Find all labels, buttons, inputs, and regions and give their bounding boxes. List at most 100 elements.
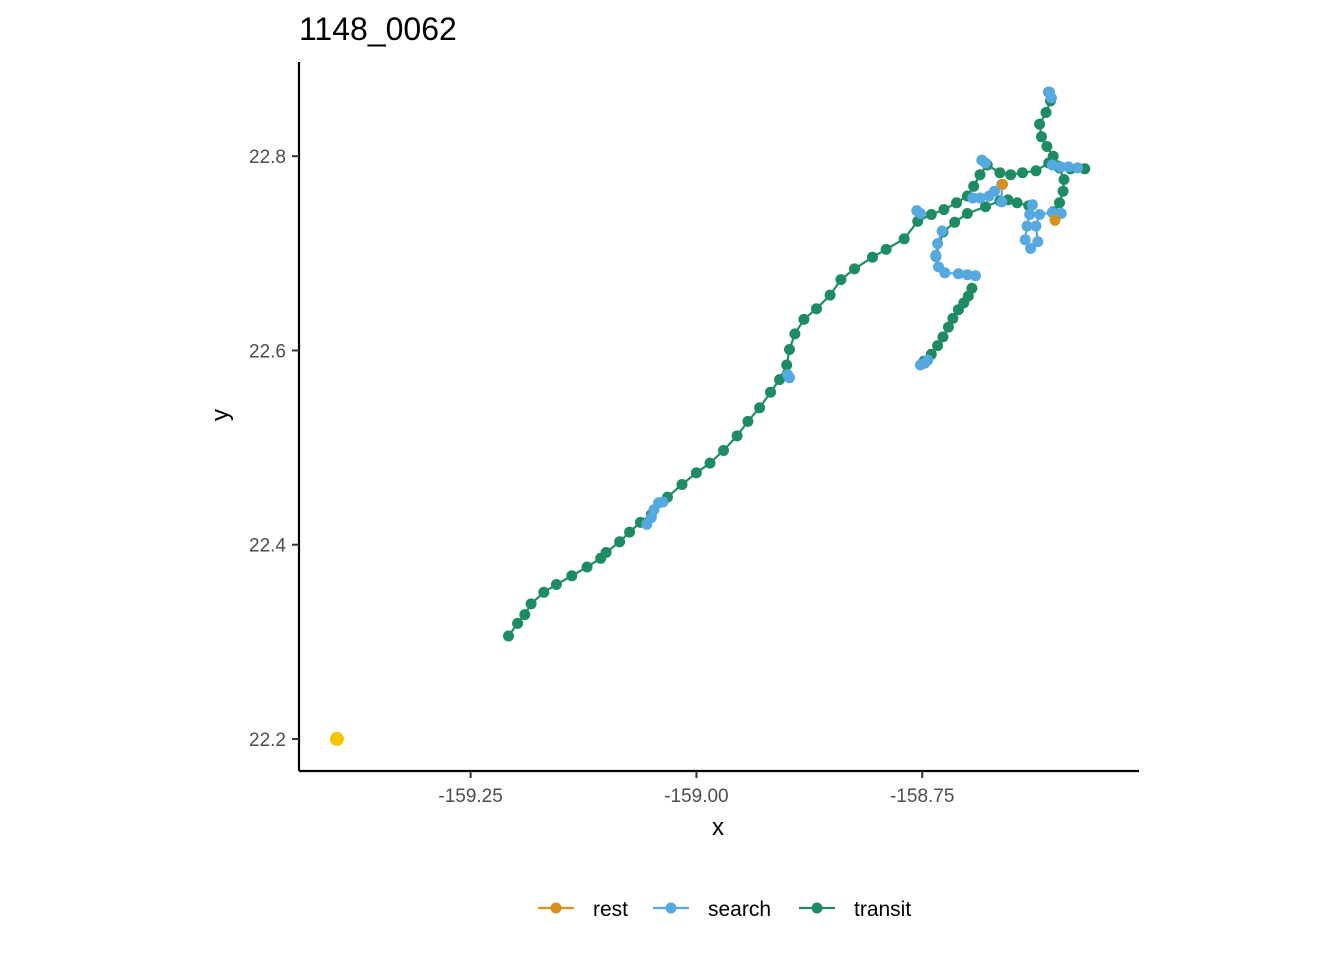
data-point-search <box>932 238 944 250</box>
series-transit <box>503 157 1091 642</box>
data-point-transit <box>1030 165 1042 177</box>
data-point-search <box>1019 234 1031 246</box>
data-point-search <box>961 269 973 281</box>
data-point-transit <box>937 331 949 343</box>
data-point-transit <box>718 445 729 456</box>
data-point-search <box>989 185 1000 197</box>
data-point-transit <box>835 274 847 286</box>
data-point-search <box>1032 236 1044 248</box>
series-search <box>641 496 669 530</box>
data-point-start <box>329 731 344 746</box>
series-search <box>914 354 934 371</box>
series-start <box>329 731 344 746</box>
y-tick-label: 22.6 <box>249 341 286 362</box>
data-point-search <box>996 196 1008 208</box>
legend-item-search: search <box>653 898 771 921</box>
data-point-transit <box>932 340 944 352</box>
series-transit <box>918 282 978 367</box>
plot-area <box>329 86 1091 746</box>
data-point-transit <box>798 313 810 325</box>
x-tick-label: -159.25 <box>438 786 502 807</box>
data-point-transit <box>503 630 514 642</box>
data-point-transit <box>994 167 1006 179</box>
legend-label: transit <box>854 898 911 921</box>
data-point-transit <box>980 201 991 213</box>
data-point-search <box>914 208 926 219</box>
data-point-transit <box>824 289 836 301</box>
series-search <box>976 154 991 169</box>
data-point-search <box>1026 199 1038 211</box>
series-search <box>1046 159 1084 174</box>
legend-item-rest: rest <box>538 898 628 921</box>
data-point-transit <box>1041 141 1053 152</box>
data-point-transit <box>1011 197 1023 209</box>
data-point-search <box>1045 92 1057 104</box>
data-point-transit <box>898 233 910 245</box>
data-point-transit <box>581 561 593 573</box>
data-point-transit <box>925 209 937 220</box>
data-point-transit <box>942 321 954 333</box>
data-point-rest <box>1049 214 1061 226</box>
data-point-transit <box>512 617 524 629</box>
data-point-search <box>1063 161 1074 173</box>
data-point-transit <box>867 251 878 263</box>
chart-title: 1148_0062 <box>299 11 457 47</box>
data-point-transit <box>731 430 743 442</box>
series-transit <box>1034 86 1070 218</box>
series-search <box>911 205 926 219</box>
data-point-transit <box>754 402 766 414</box>
data-point-transit <box>704 457 716 469</box>
data-point-transit <box>961 208 973 219</box>
data-point-transit <box>676 479 688 490</box>
data-point-transit <box>974 169 986 181</box>
data-point-search <box>974 192 986 204</box>
data-point-transit <box>1054 197 1065 209</box>
data-point-transit <box>947 312 959 324</box>
data-point-search <box>1072 162 1084 174</box>
data-point-transit <box>614 536 626 548</box>
data-point-transit <box>781 359 793 371</box>
data-point-transit <box>1040 107 1052 118</box>
x-axis-title: x <box>712 814 724 841</box>
data-point-transit <box>949 216 961 228</box>
data-point-transit <box>784 344 795 355</box>
data-point-transit <box>880 243 892 255</box>
data-point-search <box>930 249 942 261</box>
series-line-transit <box>507 161 1085 637</box>
y-axis-title: y <box>207 409 234 421</box>
y-tick-label: 22.4 <box>249 536 286 557</box>
data-point-search <box>784 372 795 384</box>
legend: rest search transit <box>538 898 911 921</box>
legend-label: rest <box>593 898 628 921</box>
legend-key-point <box>811 902 823 914</box>
data-point-search <box>1030 220 1042 232</box>
y-tick-label: 22.2 <box>249 730 286 751</box>
axes: -159.25 -159.00 -158.75 22.2 22.4 22.6 22.8 <box>249 62 1139 807</box>
data-point-search <box>952 268 964 280</box>
data-point-search <box>657 496 669 508</box>
y-tick-label: 22.8 <box>249 147 286 168</box>
data-point-transit <box>1017 167 1028 179</box>
data-point-transit <box>951 197 962 209</box>
series-search <box>930 225 981 282</box>
legend-item-transit: transit <box>799 898 911 921</box>
x-tick-label: -159.00 <box>664 786 728 807</box>
series-search <box>782 369 795 384</box>
data-point-search <box>936 225 948 237</box>
data-point-transit <box>1047 150 1059 162</box>
data-point-search <box>1021 220 1033 232</box>
data-point-transit <box>1005 169 1017 181</box>
data-point-transit <box>811 303 822 315</box>
data-point-transit <box>1034 118 1046 130</box>
data-point-transit <box>1058 174 1070 185</box>
data-point-search <box>1025 243 1037 254</box>
data-point-transit <box>938 204 950 216</box>
data-point-rest <box>997 178 1009 190</box>
data-point-search <box>980 157 991 169</box>
data-point-transit <box>525 598 537 610</box>
data-point-search <box>1034 209 1046 220</box>
data-point-transit <box>968 180 980 192</box>
data-point-search <box>1024 209 1036 220</box>
legend-key-point <box>665 902 677 914</box>
data-point-transit <box>624 526 636 538</box>
